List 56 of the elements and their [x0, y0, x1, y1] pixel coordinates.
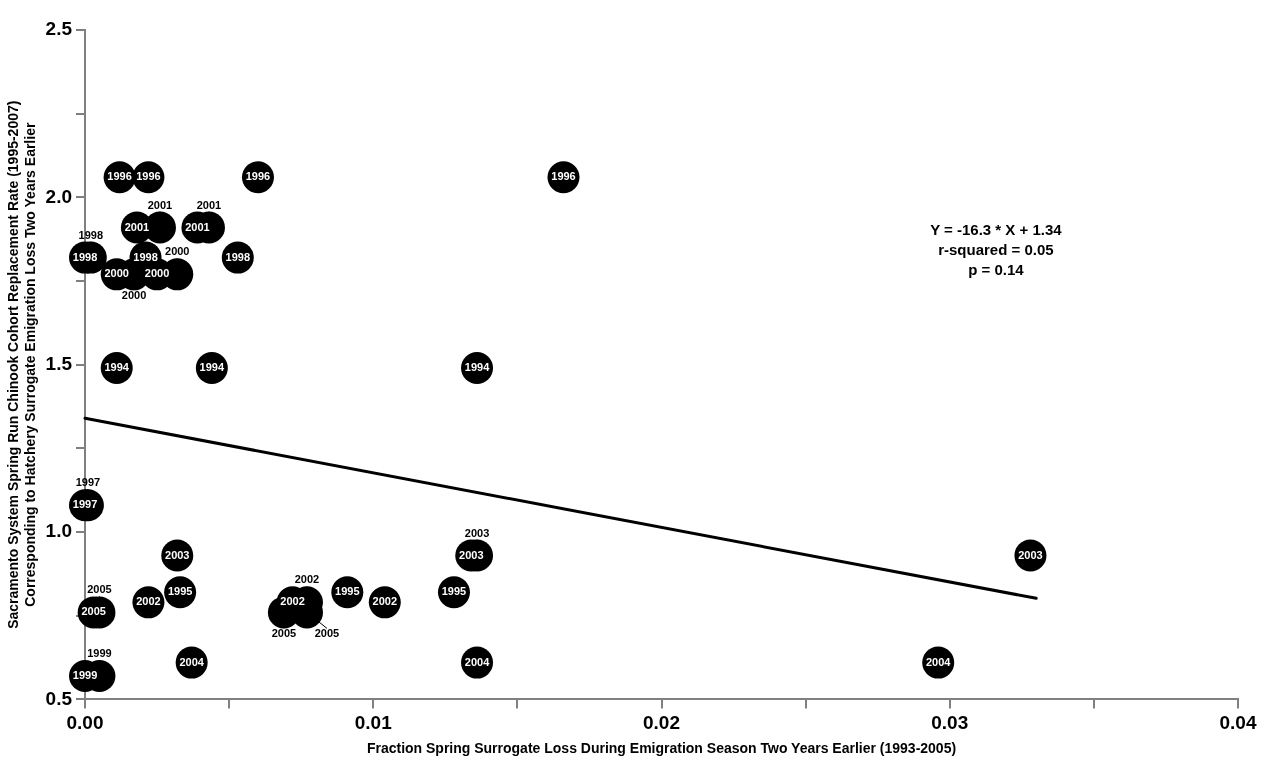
x-tick-label: 0.04: [1219, 712, 1257, 734]
x-tick-label: 0.03: [931, 712, 969, 734]
annotation: 2005: [81, 605, 106, 618]
y-axis-title: Sacramento System Spring Run Chinook Cohort Replacement Rate (1995-2007) Corresponding to Hatchery Surrogate Emigration Loss Two Years Earlier: [5, 100, 39, 629]
annotation: 2000: [144, 267, 170, 280]
annotation: 1998: [78, 228, 104, 241]
annotation: 2001: [147, 198, 173, 211]
annotation: 1994: [104, 361, 130, 374]
annotation: 2005: [87, 583, 112, 596]
annotation: 2005: [271, 627, 297, 640]
annotation: 2003: [1018, 548, 1043, 561]
annotation: 2000: [104, 267, 129, 280]
annotation: 2001: [185, 220, 210, 233]
annotation: 2002: [136, 595, 161, 608]
annotation: 2005: [314, 627, 340, 640]
y-tick-label: 1.0: [45, 520, 73, 542]
annotation: 1998: [225, 250, 251, 263]
annotation: 1996: [107, 170, 132, 183]
annotation: 1998: [72, 250, 98, 263]
annotation: r-squared = 0.05: [938, 240, 1054, 258]
annotation: 1996: [136, 170, 161, 183]
annotation: 1997: [72, 498, 98, 511]
y-tick-label: 1.5: [45, 352, 73, 374]
annotation: 1995: [335, 585, 360, 598]
annotation: 2003: [464, 526, 490, 539]
annotation: 2001: [124, 220, 150, 233]
annotation: 1999: [72, 669, 98, 681]
annotation: 1998: [133, 250, 158, 263]
annotation: 2002: [372, 595, 398, 608]
annotation: 1996: [245, 170, 271, 183]
annotation: 2004: [925, 655, 952, 668]
y-tick-label: 2.0: [45, 185, 73, 207]
y-tick-label: 2.5: [45, 18, 73, 40]
annotation: Y = -16.3 * X + 1.34: [930, 220, 1063, 238]
x-tick-label: 0.02: [643, 712, 680, 734]
annotation: 1999: [87, 647, 112, 659]
annotation: 2001: [196, 198, 222, 211]
x-tick-label: 0.01: [354, 712, 393, 734]
annotation: 2000: [121, 289, 147, 302]
annotation: 2002: [280, 595, 305, 608]
annotation: 1996: [551, 170, 576, 183]
annotation: 2000: [165, 245, 190, 258]
y-tick-label: 0.5: [45, 687, 73, 709]
annotation: 1994: [199, 361, 225, 374]
annotation: 2004: [179, 655, 205, 668]
annotation: p = 0.14: [968, 260, 1025, 278]
annotation: 1995: [441, 585, 467, 598]
annotation: 2004: [464, 655, 491, 668]
annotation: 2003: [459, 548, 484, 561]
x-tick-label: 0.00: [66, 712, 104, 734]
annotation: 1994: [464, 361, 491, 374]
annotation: 1995: [167, 585, 193, 598]
x-axis-title: Fraction Spring Surrogate Loss During Emigration Season Two Years Earlier (1993-2005): [366, 740, 957, 757]
annotation: 2002: [294, 573, 320, 586]
annotation: 2003: [165, 548, 190, 561]
annotation: 1997: [75, 476, 101, 489]
